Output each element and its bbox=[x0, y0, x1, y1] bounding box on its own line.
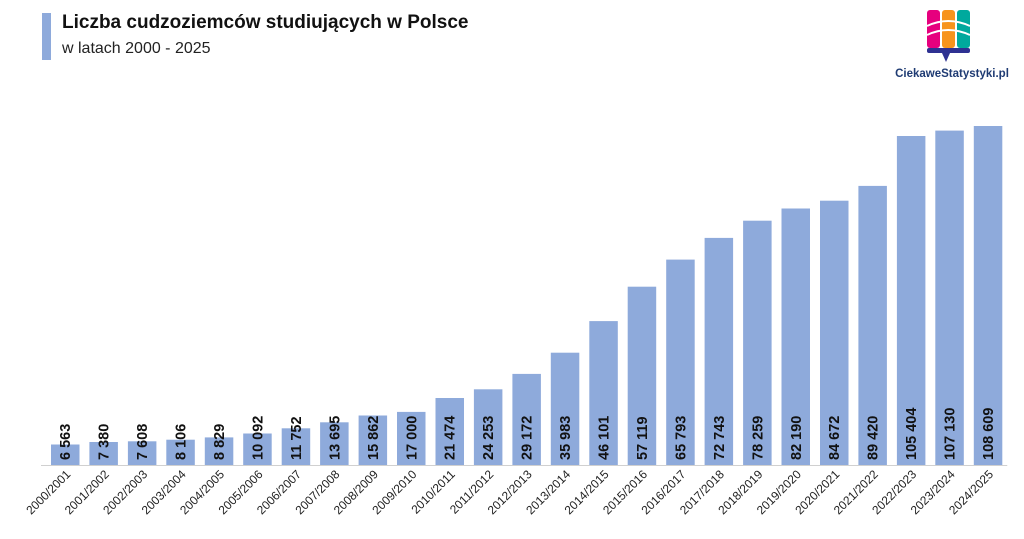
value-label: 108 609 bbox=[981, 408, 997, 460]
logo-icon bbox=[926, 10, 971, 62]
logo-text: CiekaweStatystyki.pl bbox=[895, 68, 1009, 80]
value-label: 82 190 bbox=[789, 416, 805, 460]
bar-2015/2016 bbox=[627, 286, 657, 465]
bar-2020/2021 bbox=[820, 200, 849, 465]
value-label: 89 420 bbox=[866, 416, 882, 460]
bar-2006/2007 bbox=[281, 428, 311, 465]
value-label: 35 983 bbox=[558, 416, 574, 460]
chart-subtitle: w latach 2000 - 2025 bbox=[62, 40, 211, 57]
value-label: 84 672 bbox=[827, 416, 843, 460]
x-tick-labels-group: 2000/20012001/20022002/20032003/20042004… bbox=[23, 467, 996, 517]
value-label: 15 862 bbox=[366, 416, 382, 460]
bar-2004/2005 bbox=[204, 437, 234, 465]
value-label: 8 106 bbox=[174, 424, 190, 460]
value-label: 105 404 bbox=[904, 408, 920, 460]
value-label: 17 000 bbox=[404, 416, 420, 460]
value-label: 78 259 bbox=[750, 416, 766, 460]
value-label: 6 563 bbox=[58, 424, 74, 460]
bar-2012/2013 bbox=[512, 373, 541, 465]
bar-2017/2018 bbox=[704, 237, 734, 465]
bar-2007/2008 bbox=[320, 422, 349, 465]
value-label: 11 752 bbox=[289, 416, 305, 460]
bar-2000/2001 bbox=[51, 444, 80, 465]
bar-2023/2024 bbox=[935, 130, 964, 465]
value-label: 8 829 bbox=[212, 424, 228, 460]
title-accent-bar bbox=[42, 13, 51, 60]
value-label: 21 474 bbox=[443, 416, 459, 460]
bars-group bbox=[51, 126, 1003, 465]
value-label: 13 695 bbox=[327, 416, 343, 460]
bar-2019/2020 bbox=[781, 208, 810, 465]
bar-2024/2025 bbox=[973, 126, 1003, 465]
bar-2005/2006 bbox=[243, 433, 272, 465]
bar-2021/2022 bbox=[858, 185, 887, 465]
bar-2002/2003 bbox=[127, 441, 157, 465]
value-label: 107 130 bbox=[943, 408, 959, 460]
bar-2009/2010 bbox=[397, 411, 426, 465]
bar-2018/2019 bbox=[743, 220, 772, 465]
value-label: 65 793 bbox=[673, 416, 689, 460]
bar-2016/2017 bbox=[666, 259, 695, 465]
value-label: 57 119 bbox=[635, 416, 651, 460]
value-labels-group: 6 563 7 380 7 608 8 106 8 829 10 092 11 752 13 … bbox=[58, 408, 997, 460]
bar-2022/2023 bbox=[896, 136, 926, 465]
value-label: 24 253 bbox=[481, 416, 497, 460]
bar-2010/2011 bbox=[435, 398, 464, 465]
chart-title: Liczba cudzoziemców studiujących w Polsc… bbox=[62, 12, 469, 33]
value-label: 7 608 bbox=[135, 424, 151, 460]
bar-2013/2014 bbox=[550, 352, 580, 465]
bar-2003/2004 bbox=[166, 439, 195, 465]
bar-2001/2002 bbox=[89, 442, 118, 465]
bar-2014/2015 bbox=[589, 321, 618, 465]
bar-2011/2012 bbox=[473, 389, 503, 465]
value-label: 29 172 bbox=[520, 416, 536, 460]
value-label: 10 092 bbox=[251, 416, 267, 460]
value-label: 7 380 bbox=[97, 424, 113, 460]
value-label: 72 743 bbox=[712, 416, 728, 460]
value-label: 46 101 bbox=[597, 416, 613, 460]
site-logo: CiekaweStatystyki.pl bbox=[890, 8, 1014, 84]
bar-2008/2009 bbox=[358, 415, 388, 465]
